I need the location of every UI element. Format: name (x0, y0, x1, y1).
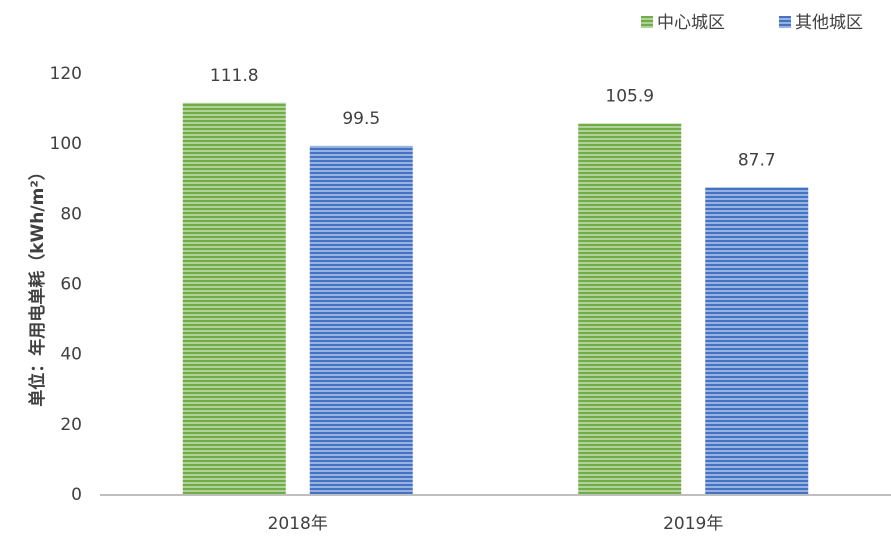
legend-label: 中心城区 (657, 13, 725, 33)
data-label: 99.5 (342, 109, 380, 129)
y-tick-label: 0 (71, 485, 82, 505)
y-tick-label: 80 (60, 204, 82, 224)
data-label: 87.7 (738, 150, 776, 170)
bar (182, 102, 286, 495)
y-tick-label: 120 (50, 64, 82, 84)
x-tick-label: 2018年 (268, 514, 328, 534)
y-tick-label: 40 (60, 345, 82, 365)
legend-swatch (641, 16, 653, 28)
data-label: 105.9 (605, 86, 654, 106)
legend-swatch (779, 16, 791, 28)
bar (705, 187, 809, 496)
y-tick-label: 60 (60, 275, 82, 295)
y-axis-label: 单位：年用电单耗（kWh/m²） (27, 163, 48, 407)
y-tick-label: 20 (60, 415, 82, 435)
x-tick-label: 2019年 (663, 514, 723, 534)
y-tick-label: 100 (50, 134, 82, 154)
data-label: 111.8 (210, 66, 259, 86)
legend-label: 其他城区 (795, 13, 863, 33)
bar (578, 123, 682, 495)
bar (309, 145, 413, 495)
